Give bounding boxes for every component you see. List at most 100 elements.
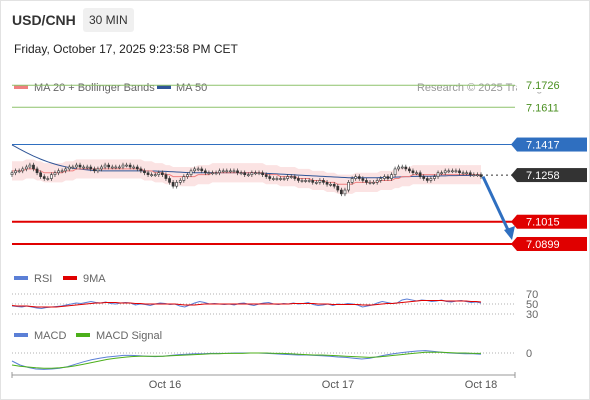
candle <box>203 168 207 176</box>
time-axis: Oct 16 Oct 17 Oct 18 <box>11 372 516 391</box>
candle-body <box>118 166 121 169</box>
candle <box>200 166 204 174</box>
candle-body <box>268 176 272 179</box>
candle-body <box>300 180 304 182</box>
timestamp: Friday, October 17, 2025 9:23:58 PM CET <box>14 42 238 56</box>
candle <box>46 176 50 181</box>
candle-body <box>246 174 250 176</box>
candle-body <box>178 180 182 183</box>
candle <box>429 176 433 183</box>
candle-body <box>186 174 189 177</box>
candle-body <box>458 170 461 174</box>
rsi-legend-swatch <box>14 276 28 280</box>
candle <box>379 176 383 183</box>
candle <box>24 164 28 172</box>
candle <box>53 170 57 177</box>
candle-body <box>382 176 386 179</box>
candle <box>329 181 332 187</box>
candle-body <box>365 180 368 183</box>
candle <box>271 176 275 181</box>
candle-body <box>128 164 132 168</box>
candle <box>146 170 150 177</box>
candle-body <box>132 166 136 169</box>
candle <box>110 164 114 170</box>
candle-body <box>393 168 397 175</box>
macd-pane: 0 <box>11 348 532 370</box>
macd-legend-label: MACD <box>34 330 66 342</box>
candle-body <box>229 170 232 173</box>
level-label-7.1417: 7.1417 <box>526 140 560 152</box>
level-tag-pointer-7.1417 <box>511 137 517 152</box>
candle-body <box>78 164 82 168</box>
candle-body <box>150 174 153 176</box>
candle <box>440 170 443 176</box>
candle <box>225 168 229 174</box>
candle <box>14 168 17 176</box>
candle <box>390 172 393 181</box>
candle-body <box>314 182 318 184</box>
candle <box>332 181 336 189</box>
level-label-7.1611: 7.1611 <box>526 102 559 114</box>
candle <box>350 176 354 185</box>
candle-body <box>100 166 103 170</box>
candle <box>450 168 454 174</box>
candle-body <box>218 170 222 174</box>
candle <box>372 180 375 185</box>
candle <box>139 166 143 174</box>
candle-body <box>10 172 14 175</box>
candle-body <box>343 189 347 195</box>
candle <box>282 176 286 181</box>
candle-body <box>168 178 171 183</box>
candle-body <box>182 176 186 181</box>
forecast-arrow <box>481 175 511 233</box>
candle <box>386 174 390 181</box>
candle-body <box>332 183 336 187</box>
candle-body <box>425 178 429 181</box>
candle <box>325 180 329 187</box>
candle <box>196 166 200 172</box>
candle <box>261 170 264 177</box>
candle-body <box>203 170 207 174</box>
level-tag-7.1611 <box>517 100 587 115</box>
rsi-signal-legend-label: 9MA <box>83 273 106 285</box>
candle-body <box>71 166 75 169</box>
candle <box>28 162 32 170</box>
candle <box>289 174 293 179</box>
candle-body <box>318 180 322 183</box>
candle <box>178 178 182 185</box>
candle-body <box>57 170 60 174</box>
candle <box>304 178 307 183</box>
candle <box>182 174 186 183</box>
candle <box>164 172 168 181</box>
candle <box>89 164 93 172</box>
timeframe-badge[interactable]: 30 MIN <box>83 8 134 32</box>
candle-body <box>415 172 418 175</box>
candle <box>415 170 418 176</box>
candle-body <box>243 172 247 175</box>
candle-body <box>46 178 50 180</box>
candle-body <box>14 170 17 174</box>
candle-body <box>375 180 379 183</box>
candle-body <box>42 176 46 179</box>
candle <box>375 178 379 185</box>
candle-body <box>207 172 211 175</box>
candle-body <box>135 166 139 170</box>
candle <box>39 170 43 179</box>
candle <box>393 166 397 177</box>
candle <box>404 164 408 172</box>
candle <box>71 164 75 170</box>
candle-body <box>257 172 261 175</box>
rsi-tick-70: 70 <box>526 289 538 301</box>
candle-body <box>307 180 311 182</box>
candle <box>50 172 53 181</box>
candle <box>150 172 153 177</box>
ma50-legend-swatch <box>157 85 171 89</box>
candle-body <box>404 166 408 170</box>
candle-body <box>143 170 146 174</box>
candle <box>447 168 451 174</box>
macd-tick-0: 0 <box>526 348 532 360</box>
time-tick-oct-16: Oct 16 <box>149 379 181 391</box>
candle-body <box>282 178 286 180</box>
candle-body <box>293 176 297 179</box>
